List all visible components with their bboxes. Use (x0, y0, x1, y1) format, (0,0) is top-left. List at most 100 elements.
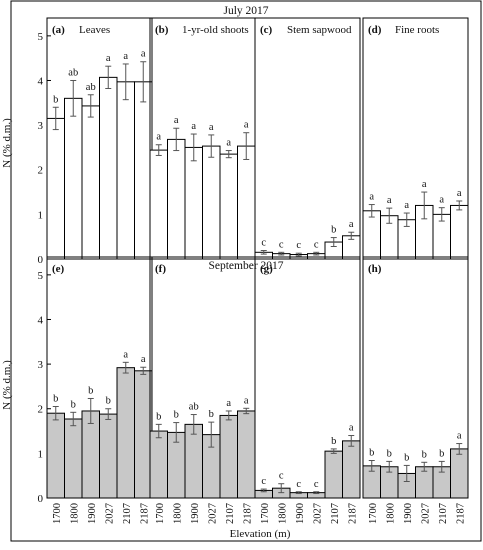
significance-letter: b (88, 385, 93, 396)
y-axis-label-bottom: N (% d.m.) (1, 360, 13, 410)
x-tick-label: 1900 (190, 503, 201, 524)
significance-letter: a (191, 121, 196, 132)
panel-title: 1-yr-old shoots (182, 24, 249, 36)
bar (64, 418, 83, 499)
significance-letter: a (209, 122, 214, 133)
bar (46, 412, 65, 499)
figure-frame (10, 0, 482, 542)
bar (134, 81, 153, 260)
panel-c: (c) Stem sapwood c c c c b a (254, 17, 361, 260)
x-tick-label: 1900 (87, 503, 98, 524)
significance-letter: b (106, 396, 111, 407)
x-tick-label: 2107 (225, 503, 236, 524)
bar (149, 149, 168, 260)
y-tick-label: 5 (38, 31, 44, 43)
significance-letter: b (174, 410, 179, 421)
significance-letter: c (279, 239, 284, 250)
significance-letter: c (296, 240, 301, 251)
bar (219, 153, 238, 260)
y-tick-label: 5 (38, 270, 44, 282)
significance-letter: a (349, 423, 354, 434)
x-tick-label: 2187 (242, 503, 253, 524)
x-tick-label: 1700 (155, 503, 166, 524)
bar (450, 448, 469, 499)
panel-b: (b) 1-yr-old shoots a a a a a a (149, 17, 256, 260)
panel-label: (d) (368, 24, 382, 36)
significance-letter: b (422, 449, 427, 460)
significance-letter: ab (68, 67, 78, 78)
panel-label: (c) (260, 24, 273, 36)
panel-label: (h) (368, 263, 382, 275)
bar (237, 145, 256, 260)
significance-letter: a (404, 200, 409, 211)
significance-letter: b (53, 394, 58, 405)
significance-letter: b (331, 225, 336, 236)
significance-letter: a (123, 51, 128, 62)
significance-letter: b (387, 448, 392, 459)
significance-letter: a (174, 115, 179, 126)
bar (219, 414, 238, 499)
panel-label: (a) (52, 24, 65, 36)
bar (81, 410, 100, 499)
x-tick-label: 2187 (347, 503, 358, 524)
panel-label: (g) (260, 263, 273, 275)
bar (116, 81, 135, 260)
significance-letter: c (279, 471, 284, 482)
x-tick-label: 2107 (438, 503, 449, 524)
significance-letter: c (261, 238, 266, 249)
y-tick-label: 1 (38, 448, 44, 460)
panel-e: 0 1 2 3 4 5 (e) b 1700 b 1800 b 1900 b 2027 a 2107 a 2187 (38, 256, 153, 524)
x-tick-label: 1800 (172, 503, 183, 524)
x-tick-label: 1800 (277, 503, 288, 524)
significance-letter: b (209, 409, 214, 420)
y-tick-label: 3 (38, 359, 44, 371)
bar (342, 440, 361, 499)
x-tick-label: 2107 (122, 503, 133, 524)
bar (202, 145, 221, 260)
significance-letter: b (404, 452, 409, 463)
significance-letter: b (331, 436, 336, 447)
x-tick-label: 2027 (207, 503, 218, 524)
panel-label: (b) (155, 24, 169, 36)
y-tick-label: 2 (38, 165, 44, 177)
bar (184, 423, 203, 499)
significance-letter: c (314, 239, 319, 250)
significance-letter: b (369, 448, 374, 459)
x-tick-label: 1700 (260, 503, 271, 524)
significance-letter: a (141, 354, 146, 365)
significance-letter: a (439, 195, 444, 206)
bar (149, 430, 168, 499)
bar (134, 370, 153, 499)
panel-h: (h) b 1700 b 1800 b 1900 b 2027 b 2107 a 2187 (362, 256, 469, 524)
panel-d: (d) Fine roots a a a a a a (362, 17, 469, 260)
significance-letter: a (226, 398, 231, 409)
bar (362, 210, 381, 260)
significance-letter: b (156, 411, 161, 422)
x-tick-label: 2027 (312, 503, 323, 524)
row-title-september: September 2017 (208, 260, 283, 272)
bar (99, 413, 118, 499)
x-axis-label: Elevation (m) (230, 528, 291, 540)
x-tick-label: 1800 (385, 503, 396, 524)
bar (64, 97, 83, 260)
x-tick-label: 2187 (455, 503, 466, 524)
significance-letter: a (156, 132, 161, 143)
bar (450, 204, 469, 260)
y-axis-label-top: N (% d.m.) (1, 118, 13, 168)
x-tick-label: 2107 (330, 503, 341, 524)
x-tick-label: 2027 (104, 503, 115, 524)
significance-letter: a (244, 120, 249, 131)
y-tick-label: 3 (38, 120, 44, 132)
panel-g: (g) c 1700 c 1800 c 1900 c 2027 b 2107 a 2187 (254, 256, 361, 524)
significance-letter: a (387, 195, 392, 206)
significance-letter: a (422, 179, 427, 190)
bar (184, 146, 203, 260)
bar (324, 450, 343, 499)
significance-letter: a (457, 431, 462, 442)
x-tick-label: 2187 (139, 503, 150, 524)
y-tick-label: 0 (38, 493, 44, 505)
bar (167, 138, 186, 260)
